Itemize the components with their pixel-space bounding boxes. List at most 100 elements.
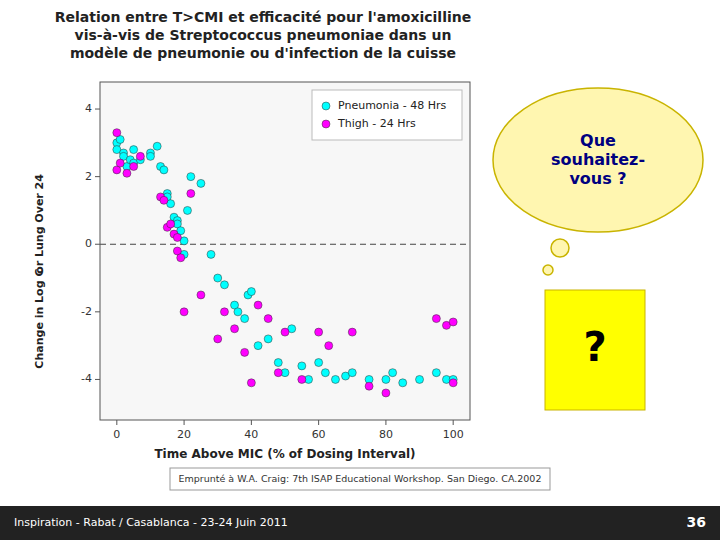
- legend: Pneumonia - 48 Hrs Thigh - 24 Hrs: [312, 90, 462, 140]
- annotation: ?: [583, 324, 606, 370]
- point: [315, 328, 323, 336]
- annotation-line: Que: [580, 131, 616, 150]
- point: [214, 335, 222, 343]
- y-axis-label: or Lung Over 24: [33, 174, 46, 274]
- point: [325, 342, 333, 350]
- chart: Relation entre T>CMI et efficacité pour …: [0, 0, 720, 540]
- title-line: vis-à-vis de Streptococcus pneumoniae da…: [75, 27, 452, 43]
- point: [449, 379, 457, 387]
- point: [274, 359, 282, 367]
- page-number: 36: [687, 514, 706, 530]
- point: [274, 369, 282, 377]
- point: [348, 328, 356, 336]
- thought-bubble: [493, 88, 703, 232]
- point: [247, 288, 255, 296]
- point: [177, 254, 185, 262]
- x-tick: [116, 420, 117, 425]
- point: [432, 369, 440, 377]
- reference-line: [100, 244, 470, 245]
- point: [399, 379, 407, 387]
- y-tick: [95, 109, 100, 110]
- legend-marker: [322, 120, 330, 128]
- point: [214, 274, 222, 282]
- x-tick-label: 80: [379, 428, 393, 441]
- annotation-line: souhaitez-: [551, 150, 645, 169]
- point: [197, 291, 205, 299]
- point: [348, 369, 356, 377]
- y-tick: [95, 176, 100, 177]
- point: [113, 129, 121, 137]
- point: [183, 206, 191, 214]
- legend-entry: Pneumonia - 48 Hrs: [338, 99, 447, 112]
- x-tick: [184, 420, 185, 425]
- y-tick: [95, 379, 100, 380]
- x-axis-label: Time Above MIC (% of Dosing Interval): [154, 447, 415, 461]
- x-tick-label: 0: [113, 428, 120, 441]
- point: [416, 375, 424, 383]
- question-box: [545, 290, 645, 410]
- title-line: Relation entre T>CMI et efficacité pour …: [55, 9, 471, 25]
- point: [180, 308, 188, 316]
- point: [234, 308, 242, 316]
- bottom-bar: [0, 506, 720, 540]
- legend-entry: Thigh - 24 Hrs: [337, 117, 416, 130]
- point: [220, 308, 228, 316]
- x-tick: [251, 420, 252, 425]
- point: [315, 359, 323, 367]
- x-tick: [318, 420, 319, 425]
- point: [153, 142, 161, 150]
- point: [298, 362, 306, 370]
- legend-marker: [322, 102, 330, 110]
- point: [207, 250, 215, 258]
- point: [123, 169, 131, 177]
- point: [241, 348, 249, 356]
- point: [321, 369, 329, 377]
- legend-box: [312, 90, 462, 140]
- y-tick-label: 4: [85, 102, 92, 115]
- point: [116, 159, 124, 167]
- point: [167, 220, 175, 228]
- point: [173, 233, 181, 241]
- point: [389, 369, 397, 377]
- thought-bubble-dot: [551, 239, 569, 257]
- footnote: Emprunté à W.A. Craig: 7th ISAP Educatio…: [179, 473, 542, 484]
- point: [449, 318, 457, 326]
- annotation-line: vous ?: [569, 169, 626, 188]
- x-tick: [453, 420, 454, 425]
- point: [187, 190, 195, 198]
- point: [187, 173, 195, 181]
- background: [0, 0, 720, 540]
- y-tick: [95, 311, 100, 312]
- point: [130, 146, 138, 154]
- title-line: modèle de pneumonie ou d'infection de la…: [70, 45, 456, 61]
- plot-frame: [100, 82, 470, 420]
- point: [160, 196, 168, 204]
- point: [382, 375, 390, 383]
- point: [231, 325, 239, 333]
- point: [298, 375, 306, 383]
- x-tick: [385, 420, 386, 425]
- y-tick-label: -4: [81, 372, 92, 385]
- point: [247, 379, 255, 387]
- point: [146, 152, 154, 160]
- point: [281, 328, 289, 336]
- point: [331, 375, 339, 383]
- marks: [100, 129, 470, 397]
- point: [136, 152, 144, 160]
- point: [197, 179, 205, 187]
- plot-area: [100, 82, 470, 420]
- x-tick-label: 20: [177, 428, 191, 441]
- annotation: Quesouhaitez-vous ?: [551, 131, 645, 188]
- y-axis-label: Change in Log C: [33, 269, 46, 369]
- point: [254, 342, 262, 350]
- point: [160, 166, 168, 174]
- point: [365, 382, 373, 390]
- x-tick-label: 60: [312, 428, 326, 441]
- y-tick: [95, 244, 100, 245]
- y-tick-label: 0: [85, 237, 92, 250]
- thought-bubble-dot: [543, 265, 553, 275]
- point: [432, 315, 440, 323]
- point: [264, 315, 272, 323]
- footnote-box: [170, 468, 550, 490]
- point: [241, 315, 249, 323]
